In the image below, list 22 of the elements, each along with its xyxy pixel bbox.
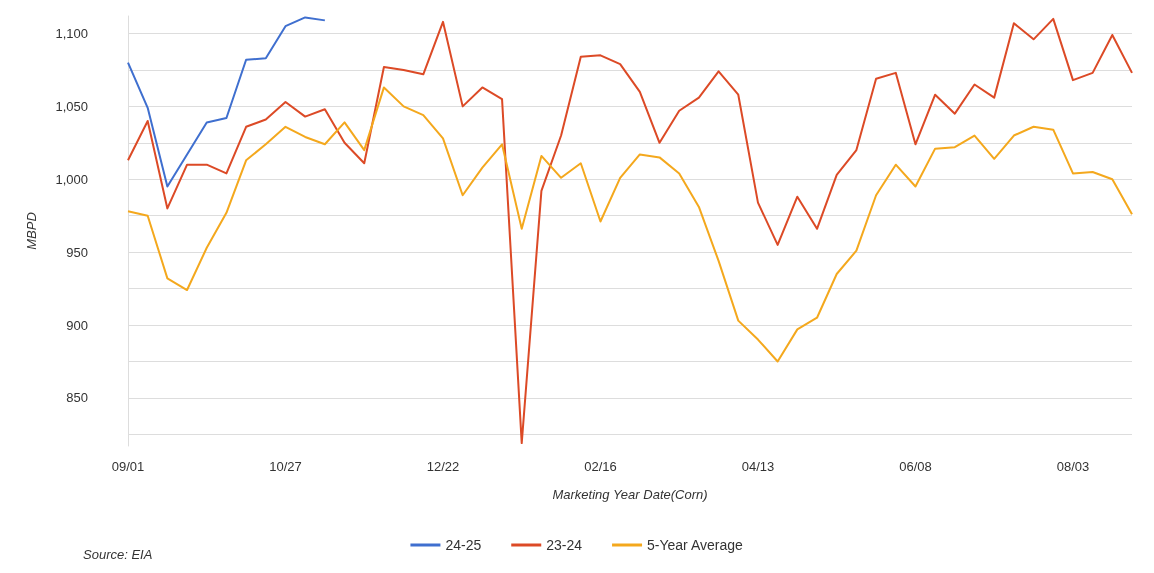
x-tick-label: 10/27 — [269, 459, 302, 474]
y-tick-label: 950 — [66, 244, 88, 260]
x-tick-label: 09/01 — [111, 459, 145, 474]
source-note: Source: EIA — [83, 547, 153, 562]
x-tick-label: 12/22 — [426, 459, 460, 474]
x-tick-label: 02/16 — [584, 459, 617, 474]
y-tick-label: 900 — [66, 317, 88, 333]
y-tick-label: 1,050 — [55, 98, 88, 114]
y-tick-label: 850 — [66, 390, 88, 406]
y-axis-title: MBPD — [24, 212, 39, 250]
y-tick-label: 1,000 — [55, 171, 88, 187]
x-tick-label: 04/13 — [741, 459, 775, 474]
x-axis-title: Marketing Year Date(Corn) — [552, 487, 708, 502]
line-series — [127, 17, 1133, 445]
x-tick-label: 08/03 — [1056, 459, 1090, 474]
legend-label: 5-Year Average — [647, 537, 744, 553]
legend-label: 24-25 — [445, 537, 482, 553]
legend-label: 23-24 — [546, 537, 583, 553]
x-tick-label: 06/08 — [899, 459, 932, 474]
y-tick-label: 1,100 — [55, 25, 88, 41]
line-series — [127, 16, 326, 188]
line-series — [127, 86, 1133, 363]
